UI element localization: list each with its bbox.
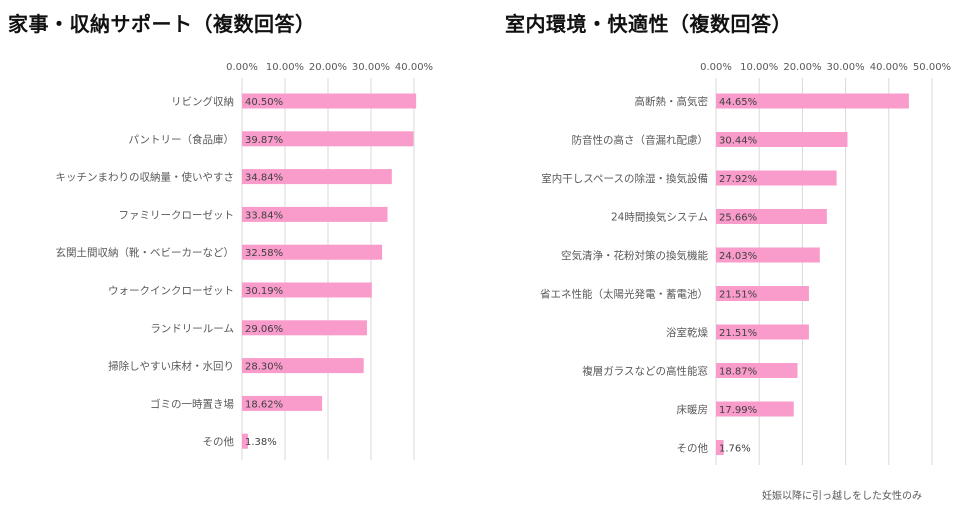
left-value-label: 1.38% xyxy=(245,437,277,448)
left-bar xyxy=(242,395,323,411)
right-value-label: 24.03% xyxy=(719,251,757,262)
right-value-label: 44.65% xyxy=(719,97,757,108)
left-bar xyxy=(242,320,367,336)
right-x-tick-label: 50.00% xyxy=(913,62,951,73)
left-value-label: 33.84% xyxy=(245,210,283,221)
right-category-label: 防音性の高さ（音漏れ配慮） xyxy=(572,134,709,147)
right-bar xyxy=(716,363,798,378)
right-x-tick-label: 0.00% xyxy=(700,62,732,73)
right-bar xyxy=(716,93,909,109)
right-bar xyxy=(716,324,809,340)
right-value-label: 21.51% xyxy=(719,328,757,339)
left-category-label: ランドリールーム xyxy=(150,323,234,335)
right-value-label: 25.66% xyxy=(719,213,757,224)
left-bar xyxy=(242,244,383,260)
right-x-tick-label: 10.00% xyxy=(740,62,778,73)
left-value-label: 32.58% xyxy=(245,248,283,259)
right-bar xyxy=(716,170,837,186)
left-value-label: 30.19% xyxy=(245,286,283,297)
left-x-tick-label: 0.00% xyxy=(226,62,258,73)
left-category-label: キッチンまわりの収納量・使いやすさ xyxy=(56,171,235,184)
left-x-tick-label: 30.00% xyxy=(352,62,390,73)
right-bar xyxy=(716,286,809,301)
right-category-label: 床暖房 xyxy=(677,403,709,416)
left-x-tick-label: 10.00% xyxy=(266,62,304,73)
left-category-label: ファミリークローゼット xyxy=(119,209,235,221)
footnote: 妊娠以降に引っ越しをした女性のみ xyxy=(762,491,922,502)
left-category-label: その他 xyxy=(203,435,235,448)
left-category-label: ゴミの一時置き場 xyxy=(150,397,234,410)
right-value-label: 21.51% xyxy=(719,290,757,301)
left-value-label: 18.62% xyxy=(245,399,283,410)
right-category-label: 省エネ性能（太陽光発電・蓄電池） xyxy=(540,288,708,301)
right-bar xyxy=(716,209,827,224)
left-chart-title: 家事・収納サポート（複数回答） xyxy=(8,12,316,36)
right-x-tick-label: 40.00% xyxy=(870,62,908,73)
right-value-label: 27.92% xyxy=(719,174,757,185)
left-bar xyxy=(242,131,414,147)
right-category-label: 高断熱・高気密 xyxy=(635,95,709,108)
left-bar xyxy=(242,358,364,374)
right-bar xyxy=(716,247,820,263)
right-x-tick-label: 30.00% xyxy=(827,62,865,73)
left-value-label: 40.50% xyxy=(245,97,283,108)
right-value-label: 30.44% xyxy=(719,136,757,147)
left-value-label: 39.87% xyxy=(245,135,283,146)
left-value-label: 29.06% xyxy=(245,324,283,335)
left-category-label: リビング収納 xyxy=(171,95,234,108)
left-bar xyxy=(242,282,372,298)
right-category-label: 24時間換気システム xyxy=(611,211,708,224)
left-value-label: 28.30% xyxy=(245,362,283,373)
right-category-label: 浴室乾燥 xyxy=(666,326,708,339)
left-bar-chart: 0.00% 10.00% 20.00% 30.00% 40.00% リビング収納 40.50… xyxy=(56,62,433,460)
left-x-tick-label: 40.00% xyxy=(395,62,433,73)
left-category-label: ウォークインクローゼット xyxy=(108,285,234,297)
right-value-label: 1.76% xyxy=(719,444,751,455)
left-value-label: 34.84% xyxy=(245,173,283,184)
right-bar xyxy=(716,132,848,147)
left-bar xyxy=(242,93,417,109)
left-category-label: 掃除しやすい床材・水回り xyxy=(108,360,234,373)
right-x-tick-label: 20.00% xyxy=(783,62,821,73)
right-category-label: 複層ガラスなどの高性能窓 xyxy=(582,365,708,378)
right-category-label: 空気清浄・花粉対策の換気機能 xyxy=(561,249,708,262)
right-bar-chart: 0.00% 10.00% 20.00% 30.00% 40.00% 50.00% 高断熱・高… xyxy=(540,62,951,465)
right-category-label: 室内干しスペースの除湿・換気設備 xyxy=(541,172,708,185)
left-bar xyxy=(242,169,392,185)
right-bar xyxy=(716,440,724,455)
left-bar xyxy=(242,206,388,222)
right-value-label: 17.99% xyxy=(719,405,757,416)
left-category-label: パントリー（食品庫） xyxy=(128,133,234,146)
left-bar xyxy=(242,433,248,449)
left-x-tick-label: 20.00% xyxy=(309,62,347,73)
right-category-label: その他 xyxy=(677,442,709,455)
right-chart-title: 室内環境・快適性（複数回答） xyxy=(505,12,792,36)
right-value-label: 18.87% xyxy=(719,367,757,378)
left-category-label: 玄関土間収納（靴・ベビーカーなど） xyxy=(56,246,235,259)
right-bar xyxy=(716,401,794,417)
